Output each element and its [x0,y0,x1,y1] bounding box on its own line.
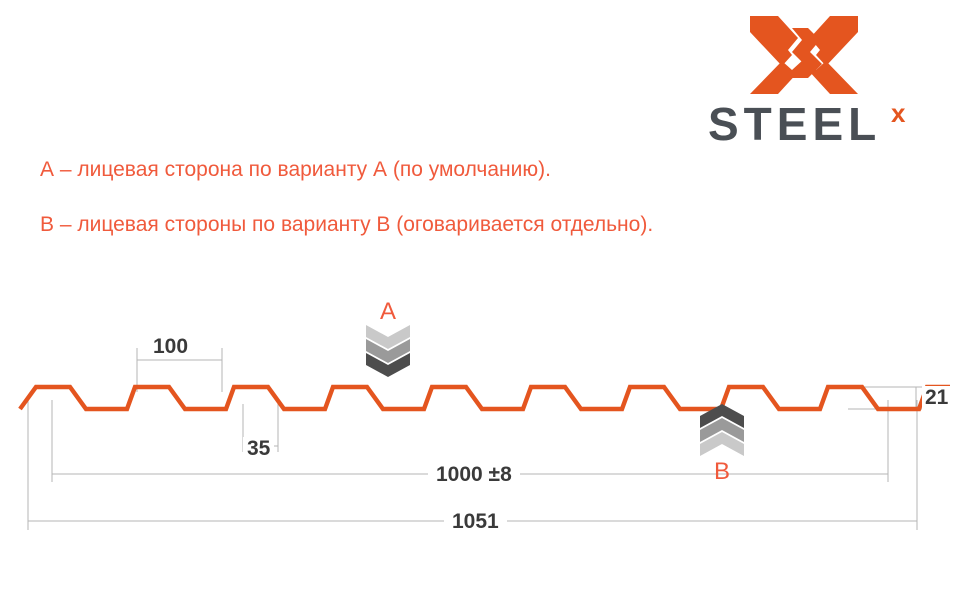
marker-b-label: B [713,458,730,485]
dimension-label-effective-width: 1000 ±8 [428,463,520,487]
wordmark-steel: STEEL [708,98,882,150]
dimension-label-trough-width: 35 [243,437,275,461]
marker-b-chevrons-icon [698,404,746,456]
brand-logo: STEEL x [700,14,932,150]
legend-variant-b: В – лицевая стороны по варианту В (огова… [40,213,654,236]
dimension-label-profile-height: 21 [922,386,952,410]
marker-a-chevrons-icon [364,325,412,377]
brand-wordmark: STEEL x [708,98,932,150]
dimension-label-overall-width: 1051 [444,510,507,534]
marker-a-label: A [379,298,396,325]
dimension-lines-group [27,348,932,530]
wordmark-superscript-x: x [891,98,906,128]
dimension-label-pitch: 100 [148,335,194,359]
steelx-x-mark-icon [748,14,860,96]
sheet-profile-polyline [18,384,950,412]
legend-variant-a: А – лицевая сторона по варианту А (по ум… [40,158,551,181]
